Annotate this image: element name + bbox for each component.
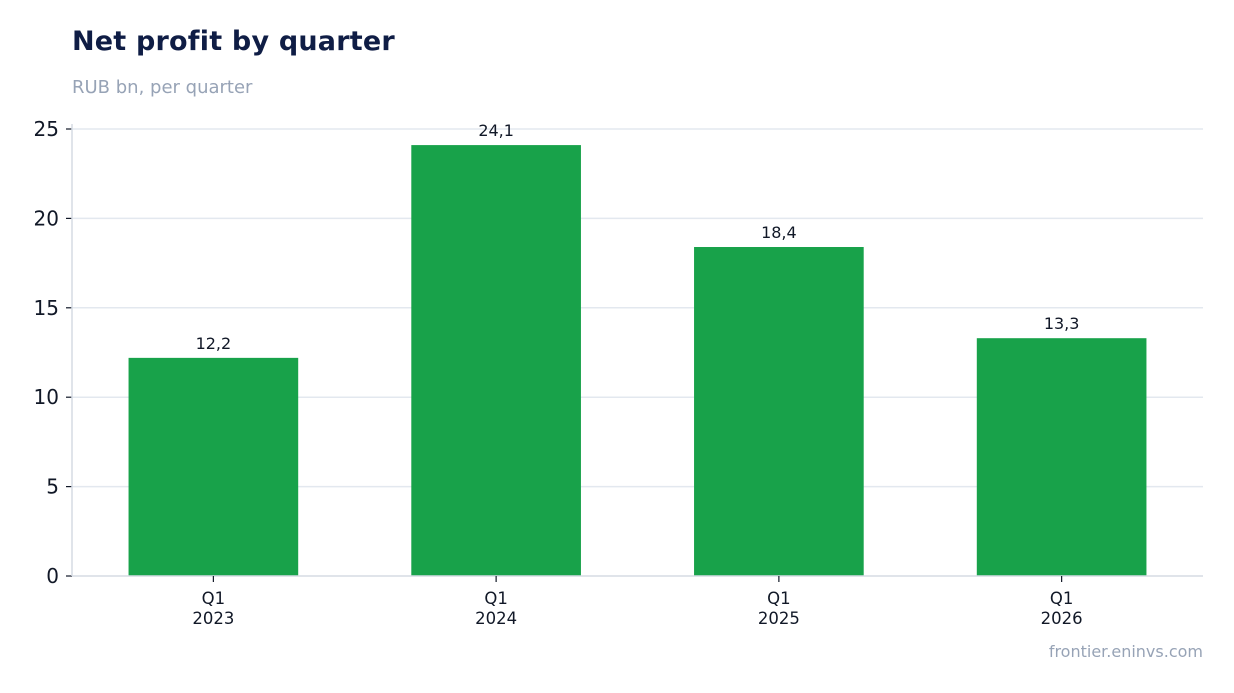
bar [694,247,864,576]
x-tick-label: Q1 [202,589,226,608]
x-tick-label: Q1 [767,589,791,608]
y-tick-label: 5 [46,475,59,499]
labels: 051015202512,2Q1202324,1Q1202418,4Q12025… [34,117,1083,628]
bar [128,357,299,576]
source-credit: frontier.eninvs.com [1048,642,1203,661]
x-tick-label: 2026 [1041,609,1083,628]
bar-value-label: 13,3 [1044,314,1080,333]
x-tick-label: 2025 [758,609,800,628]
y-tick-label: 20 [34,206,59,230]
x-tick-label: Q1 [1050,589,1074,608]
bar [411,145,581,577]
axes [66,124,1203,582]
bar-value-label: 12,2 [196,334,232,353]
bar-value-label: 18,4 [761,223,797,242]
chart-subtitle: RUB bn, per quarter [72,77,253,98]
bar [976,338,1147,576]
bars [128,145,1147,577]
bar-value-label: 24,1 [478,121,514,140]
y-tick-label: 25 [34,117,59,141]
y-tick-label: 10 [34,385,59,409]
chart-title: Net profit by quarter [72,26,395,57]
x-tick-label: 2024 [475,609,517,628]
x-tick-label: 2023 [192,609,234,628]
x-tick-label: Q1 [484,589,508,608]
y-tick-label: 15 [34,296,59,320]
y-tick-label: 0 [46,564,59,588]
